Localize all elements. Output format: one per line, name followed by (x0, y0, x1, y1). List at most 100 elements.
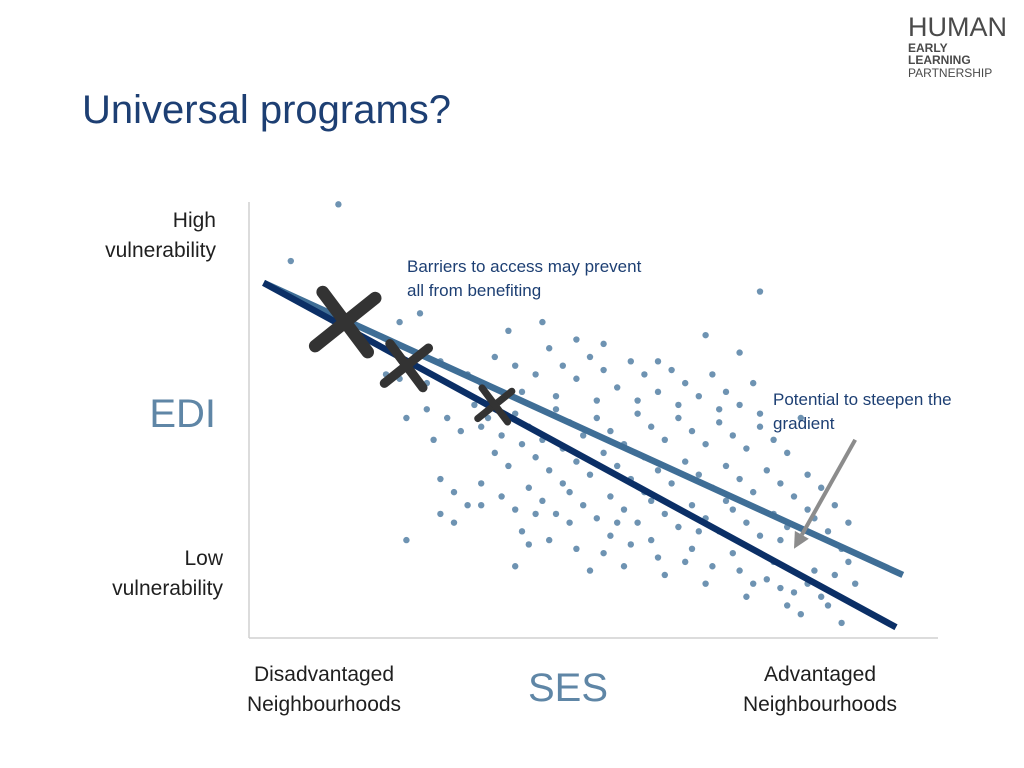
data-point (695, 528, 702, 535)
data-point (532, 510, 539, 518)
data-point (743, 593, 750, 600)
x-marker-medium (379, 339, 434, 393)
data-point (709, 563, 716, 570)
data-point (573, 545, 580, 552)
data-point (525, 484, 532, 491)
data-point (471, 401, 478, 409)
data-point (648, 497, 655, 505)
data-point (777, 480, 784, 487)
data-point (756, 410, 764, 417)
data-point (627, 541, 634, 548)
data-point (573, 375, 580, 382)
data-point (682, 379, 689, 387)
data-point (729, 432, 736, 439)
data-point (811, 567, 818, 574)
data-point (457, 427, 464, 435)
y-tick-label-high: High vulnerability (105, 209, 216, 262)
x-marker-small (474, 384, 516, 426)
data-point (464, 502, 471, 509)
data-point (818, 484, 825, 491)
data-point (824, 528, 832, 535)
data-point (525, 541, 532, 548)
data-point (478, 502, 485, 509)
data-point (335, 201, 342, 208)
data-point (716, 419, 723, 426)
x-marker-stroke (385, 339, 428, 393)
data-point (668, 366, 675, 374)
data-point (648, 423, 655, 430)
x-marker-stroke (316, 285, 375, 359)
data-point (600, 549, 607, 557)
annotation-steepen: Potential to steepen the gradient (773, 390, 952, 433)
data-point (722, 497, 730, 505)
data-point (600, 449, 607, 457)
data-point (641, 371, 648, 378)
data-point (512, 410, 519, 417)
data-point (777, 584, 784, 592)
data-point (614, 384, 621, 391)
data-point (722, 462, 730, 470)
data-point (423, 406, 430, 413)
data-point (682, 558, 689, 566)
data-point (661, 571, 668, 579)
data-point (546, 467, 553, 474)
logo-line-2: EARLY LEARNING (908, 41, 971, 67)
data-point (654, 467, 662, 474)
data-point (722, 388, 730, 396)
data-point (403, 414, 410, 422)
data-point (566, 519, 573, 526)
x-tick-label-right: Advantaged Neighbourhoods (742, 663, 898, 716)
data-point (702, 440, 709, 448)
data-point (634, 397, 641, 404)
gradient-line-dark (262, 279, 898, 631)
data-point (838, 619, 845, 627)
data-point (736, 401, 743, 409)
data-point (505, 462, 512, 470)
data-point (546, 536, 553, 544)
data-point (770, 436, 777, 443)
data-point (777, 536, 784, 544)
data-point (675, 401, 682, 409)
data-point (661, 436, 668, 443)
data-point (831, 502, 838, 509)
data-point (518, 528, 526, 535)
data-point (756, 532, 764, 539)
data-point (831, 571, 838, 579)
data-point (668, 480, 675, 487)
x-marker-stroke (478, 384, 512, 426)
data-point (818, 593, 825, 600)
data-point (491, 449, 498, 457)
data-point (736, 567, 743, 574)
x-marker-large (308, 285, 382, 359)
data-point (552, 393, 560, 400)
data-point (750, 379, 757, 387)
data-point (804, 506, 811, 513)
data-point (437, 510, 444, 518)
data-point (484, 414, 492, 422)
data-point (573, 458, 580, 465)
data-point (559, 362, 566, 369)
data-point (566, 488, 573, 496)
data-point (539, 497, 546, 505)
data-point (532, 371, 539, 378)
data-point (756, 423, 764, 430)
data-point (729, 549, 736, 557)
data-point (607, 493, 614, 500)
data-point (688, 427, 696, 435)
data-point (539, 318, 546, 326)
data-point (654, 388, 662, 396)
data-point (682, 458, 689, 465)
data-point (750, 580, 757, 587)
y-axis-title: EDI (149, 392, 216, 436)
data-point (648, 536, 655, 544)
data-point (736, 349, 743, 356)
data-point (627, 358, 634, 365)
data-point (403, 536, 410, 544)
data-point (797, 611, 804, 618)
data-point (756, 288, 764, 295)
arrow-shaft (800, 438, 857, 536)
data-point (287, 257, 294, 265)
arrow-head (794, 530, 809, 549)
data-point (607, 427, 614, 435)
